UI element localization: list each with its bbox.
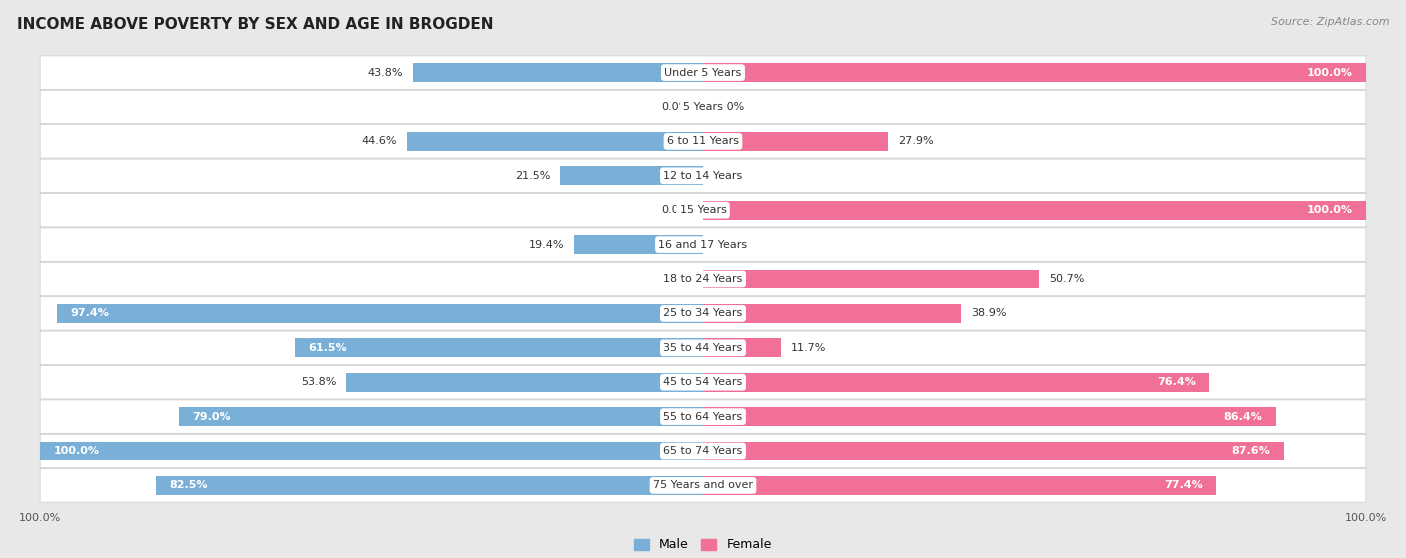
FancyBboxPatch shape [41,400,1365,434]
Bar [703,270,1039,288]
Bar [156,476,703,495]
Text: 75 Years and over: 75 Years and over [652,480,754,490]
Text: 5 Years: 5 Years [683,102,723,112]
Text: 86.4%: 86.4% [1223,412,1263,422]
FancyBboxPatch shape [41,90,1365,124]
Bar [58,304,703,323]
Bar [703,304,960,323]
FancyBboxPatch shape [41,262,1365,296]
Text: INCOME ABOVE POVERTY BY SEX AND AGE IN BROGDEN: INCOME ABOVE POVERTY BY SEX AND AGE IN B… [17,17,494,32]
Bar [703,132,889,151]
Text: 0.0%: 0.0% [716,102,745,112]
FancyBboxPatch shape [41,194,1365,227]
Text: 100.0%: 100.0% [1306,205,1353,215]
Bar [703,201,1365,220]
Text: 100.0%: 100.0% [53,446,100,456]
Text: 0.0%: 0.0% [716,171,745,181]
Bar [703,63,1365,82]
FancyBboxPatch shape [41,228,1365,261]
Legend: Male, Female: Male, Female [630,533,776,556]
Text: 61.5%: 61.5% [308,343,347,353]
Text: 18 to 24 Years: 18 to 24 Years [664,274,742,284]
Text: 79.0%: 79.0% [193,412,231,422]
Text: 97.4%: 97.4% [70,309,110,319]
Text: 27.9%: 27.9% [898,136,934,146]
Bar [561,166,703,185]
FancyBboxPatch shape [41,159,1365,193]
Bar [346,373,703,392]
Text: 15 Years: 15 Years [679,205,727,215]
Text: 12 to 14 Years: 12 to 14 Years [664,171,742,181]
FancyBboxPatch shape [41,331,1365,364]
Bar [180,407,703,426]
Bar [575,235,703,254]
Text: 77.4%: 77.4% [1164,480,1202,490]
FancyBboxPatch shape [41,56,1365,89]
Text: 87.6%: 87.6% [1232,446,1271,456]
Text: 43.8%: 43.8% [367,68,402,78]
Text: 25 to 34 Years: 25 to 34 Years [664,309,742,319]
Text: Under 5 Years: Under 5 Years [665,68,741,78]
FancyBboxPatch shape [41,297,1365,330]
Text: 19.4%: 19.4% [529,239,564,249]
Bar [408,132,703,151]
Text: 16 and 17 Years: 16 and 17 Years [658,239,748,249]
Text: 0.0%: 0.0% [661,205,690,215]
FancyBboxPatch shape [41,365,1365,399]
Text: 35 to 44 Years: 35 to 44 Years [664,343,742,353]
Bar [703,407,1275,426]
Text: 53.8%: 53.8% [301,377,336,387]
Bar [703,373,1209,392]
Text: Source: ZipAtlas.com: Source: ZipAtlas.com [1271,17,1389,27]
FancyBboxPatch shape [41,434,1365,468]
Text: 50.7%: 50.7% [1049,274,1084,284]
FancyBboxPatch shape [41,469,1365,502]
Bar [413,63,703,82]
Bar [703,476,1216,495]
Text: 82.5%: 82.5% [169,480,208,490]
Bar [703,441,1284,460]
Bar [295,338,703,357]
Text: 0.0%: 0.0% [661,274,690,284]
Text: 76.4%: 76.4% [1157,377,1197,387]
Text: 44.6%: 44.6% [361,136,398,146]
Bar [41,441,703,460]
Text: 45 to 54 Years: 45 to 54 Years [664,377,742,387]
FancyBboxPatch shape [41,124,1365,158]
Text: 100.0%: 100.0% [1306,68,1353,78]
Text: 0.0%: 0.0% [661,102,690,112]
Text: 21.5%: 21.5% [515,171,551,181]
Text: 65 to 74 Years: 65 to 74 Years [664,446,742,456]
Text: 11.7%: 11.7% [790,343,825,353]
Text: 55 to 64 Years: 55 to 64 Years [664,412,742,422]
Text: 0.0%: 0.0% [716,239,745,249]
Bar [703,338,780,357]
Text: 6 to 11 Years: 6 to 11 Years [666,136,740,146]
Text: 38.9%: 38.9% [970,309,1007,319]
